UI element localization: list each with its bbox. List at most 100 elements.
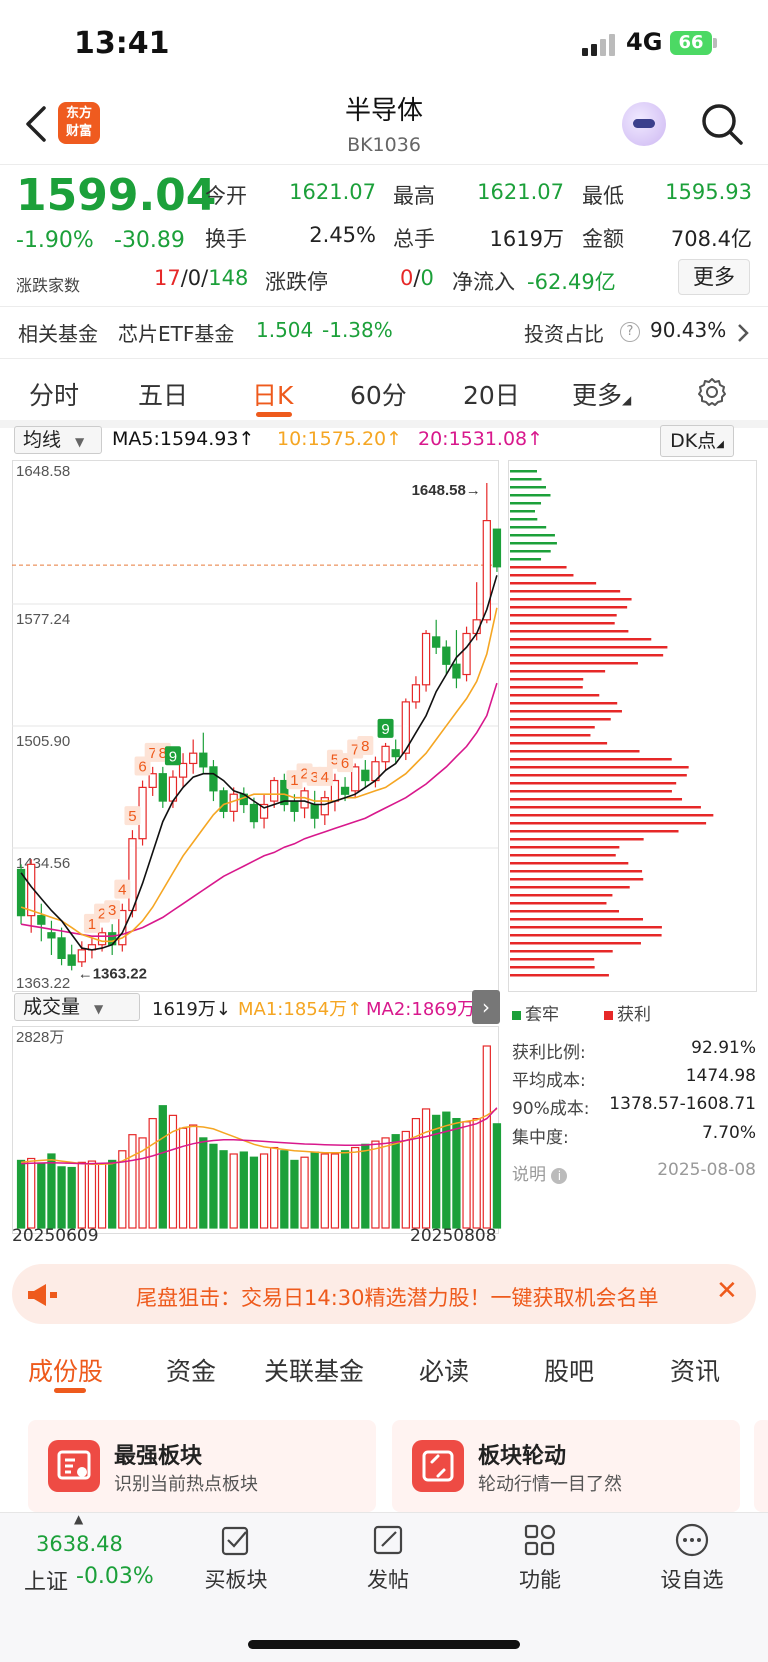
assistant-robot-icon[interactable] xyxy=(622,102,666,146)
bottom-toolbar xyxy=(0,1512,768,1662)
back-icon[interactable] xyxy=(22,104,52,144)
candle-body xyxy=(462,632,471,676)
card-subtitle: 识别当前热点板块 xyxy=(114,1474,258,1495)
card-title: 板块轮动 xyxy=(478,1444,567,1469)
signal-icon xyxy=(582,34,618,56)
app-logo[interactable]: 东方财富 xyxy=(58,102,100,144)
breadth-label: 涨跌家数 xyxy=(16,276,81,295)
fund-name[interactable]: 芯片ETF基金 xyxy=(118,322,235,346)
volume-bar xyxy=(249,1156,259,1229)
status-time: 13:41 xyxy=(74,26,170,61)
tab-forum[interactable]: 股吧 xyxy=(544,1357,595,1386)
chip-bar-profit xyxy=(510,958,595,961)
chip-bar-profit xyxy=(510,878,644,881)
logo-text: 东方财富 xyxy=(65,106,92,139)
tab-more[interactable]: 更多◢ xyxy=(572,376,631,412)
candle-body xyxy=(37,915,46,925)
chevron-right-icon[interactable] xyxy=(736,322,750,344)
candle-body xyxy=(442,646,451,665)
close-icon[interactable]: ✕ xyxy=(716,1276,738,1306)
tab-constituents[interactable]: 成份股 xyxy=(28,1357,104,1386)
tab-intraday[interactable]: 分时 xyxy=(29,381,80,410)
search-icon[interactable] xyxy=(700,102,744,146)
buy-sector-label[interactable]: 买板块 xyxy=(204,1568,268,1592)
candle-body xyxy=(16,868,26,917)
legend-profit-label: 获利 xyxy=(617,1005,651,1025)
expand-arrow-icon[interactable]: › xyxy=(472,990,500,1024)
volume-bar xyxy=(47,1153,56,1229)
tab-20day[interactable]: 20日 xyxy=(463,381,520,410)
indicator-select[interactable]: 均线 ▼ xyxy=(14,426,102,454)
chip-bar-trapped xyxy=(510,470,537,473)
chip-bar-trapped xyxy=(510,542,557,545)
legend-trapped: 套牢 xyxy=(512,1000,559,1025)
tab-funds-flow[interactable]: 资金 xyxy=(166,1357,217,1386)
add-watchlist-label[interactable]: 设自选 xyxy=(660,1568,724,1592)
candle-body xyxy=(128,838,137,912)
signal-count: 3 xyxy=(311,769,319,786)
signal-count: 7 xyxy=(351,741,359,758)
chip-bar-profit xyxy=(510,646,668,649)
info-icon: i xyxy=(551,1168,568,1184)
candle-body xyxy=(401,701,410,754)
concentration-value: 7.70% xyxy=(701,1123,756,1143)
signal-badge xyxy=(114,879,131,899)
volume-ma1-line xyxy=(21,1108,498,1166)
chip-date: 2025-08-08 xyxy=(657,1160,756,1180)
inflow-value: -62.49亿 xyxy=(527,270,616,294)
tab-60min[interactable]: 60分 xyxy=(350,381,407,410)
more-button[interactable]: 更多 xyxy=(678,259,750,295)
chip-bar-trapped xyxy=(510,526,547,529)
chip-bar-profit xyxy=(510,766,689,769)
tab-related-funds[interactable]: 关联基金 xyxy=(264,1357,365,1386)
fund-change: -1.38% xyxy=(322,318,393,342)
post-label[interactable]: 发帖 xyxy=(367,1568,409,1592)
amount-value: 708.4亿 xyxy=(670,227,752,251)
high-label: 最高 xyxy=(393,184,435,208)
tab-news[interactable]: 资讯 xyxy=(670,1357,721,1386)
promo-banner[interactable] xyxy=(12,1264,756,1324)
volume-bar xyxy=(229,1153,238,1229)
index-value[interactable]: 3638.48 xyxy=(36,1532,123,1556)
more-dots-icon[interactable] xyxy=(674,1522,710,1558)
chip-bar-profit xyxy=(510,742,608,745)
signal-count: 7 xyxy=(149,745,157,762)
candle-body xyxy=(320,797,329,816)
tab-must-read[interactable]: 必读 xyxy=(419,1357,470,1386)
candle-body xyxy=(199,752,208,768)
post-icon[interactable] xyxy=(370,1522,406,1558)
functions-label[interactable]: 功能 xyxy=(519,1568,561,1592)
signal-badge xyxy=(104,900,121,920)
chip-bar-profit xyxy=(510,910,620,913)
help-icon[interactable]: ? xyxy=(620,322,640,342)
high-marker: 1648.58→ xyxy=(412,482,481,499)
note-label[interactable]: 说明 i xyxy=(512,1160,568,1185)
settings-icon[interactable] xyxy=(696,376,728,408)
ma10-line xyxy=(20,607,498,943)
limit-up: 0 xyxy=(400,266,414,290)
dk-point-button[interactable]: DK点◢ xyxy=(660,425,734,457)
battery-icon: 66 xyxy=(670,31,712,55)
card-subtitle: 轮动行情一目了然 xyxy=(478,1474,622,1495)
volume-select-label: 成交量 xyxy=(23,996,81,1018)
signal-count: 6 xyxy=(138,759,146,776)
buy-sector-icon[interactable] xyxy=(218,1522,254,1558)
chip-bar-trapped xyxy=(510,510,536,513)
index-name[interactable]: 上证 xyxy=(24,1570,69,1595)
limit-label: 涨跌停 xyxy=(265,270,328,294)
volume-bar xyxy=(361,1143,370,1229)
candle-body xyxy=(452,663,461,679)
chip-bar-profit xyxy=(510,590,621,593)
volume-indicator-select[interactable]: 成交量 ▼ xyxy=(14,993,140,1021)
chip-bar-profit xyxy=(510,934,662,937)
tab-daily-k[interactable]: 日K xyxy=(252,381,294,410)
functions-icon[interactable] xyxy=(522,1522,558,1558)
chip-bar-profit xyxy=(510,942,641,945)
change-percent: -1.90% xyxy=(16,228,94,253)
tab-5day[interactable]: 五日 xyxy=(138,381,189,410)
promo-text: 尾盘狙击：交易日14:30精选潜力股！一键获取机会名单 xyxy=(136,1286,659,1310)
chip-bar-profit xyxy=(510,702,618,705)
chip-bar-profit xyxy=(510,830,679,833)
signal-count: 3 xyxy=(108,902,116,919)
